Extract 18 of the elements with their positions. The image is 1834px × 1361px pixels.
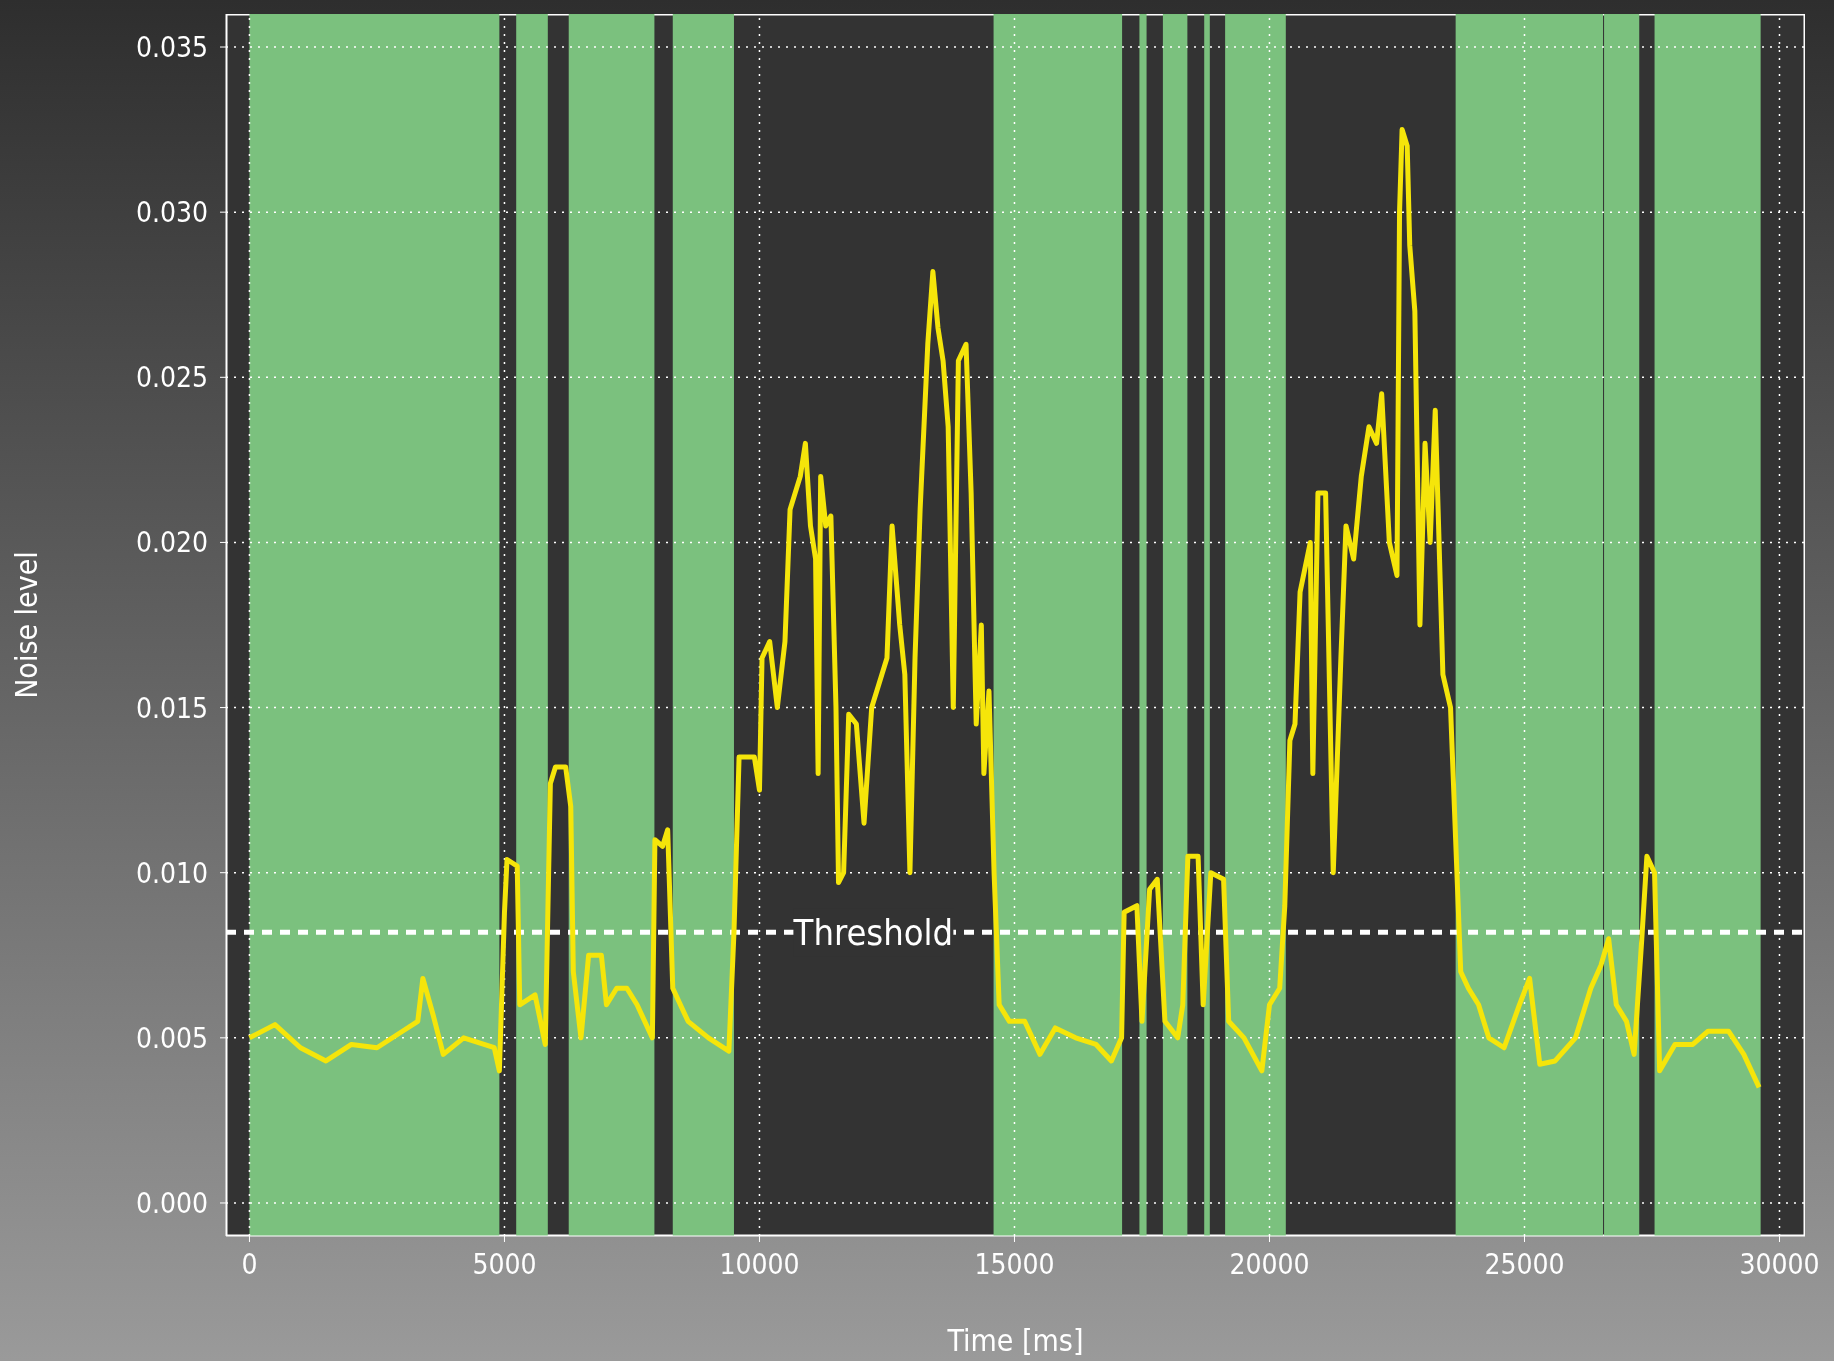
y-tick-label: 0.005 [135,1021,208,1055]
ref-line-label: Threshold [792,911,954,953]
x-axis-title: Time [ms] [946,1323,1084,1358]
x-tick-label: 5000 [472,1247,537,1281]
y-tick-label: 0.010 [135,856,208,890]
y-tick-label: 0.025 [135,361,208,395]
x-tick-label: 20000 [1229,1247,1310,1281]
x-tick-label: 15000 [974,1247,1055,1281]
y-axis-title: Noise level [8,551,44,699]
x-tick-label: 10000 [719,1247,800,1281]
y-tick-label: 0.020 [135,526,208,560]
y-tick-label: 0.035 [135,30,208,64]
x-tick-label: 0 [241,1247,258,1281]
y-tick-label: 0.030 [135,196,208,230]
y-tick-label: 0.000 [135,1186,208,1220]
y-tick-label: 0.015 [135,691,208,725]
x-tick-label: 25000 [1484,1247,1565,1281]
x-tick-label: 30000 [1739,1247,1820,1281]
